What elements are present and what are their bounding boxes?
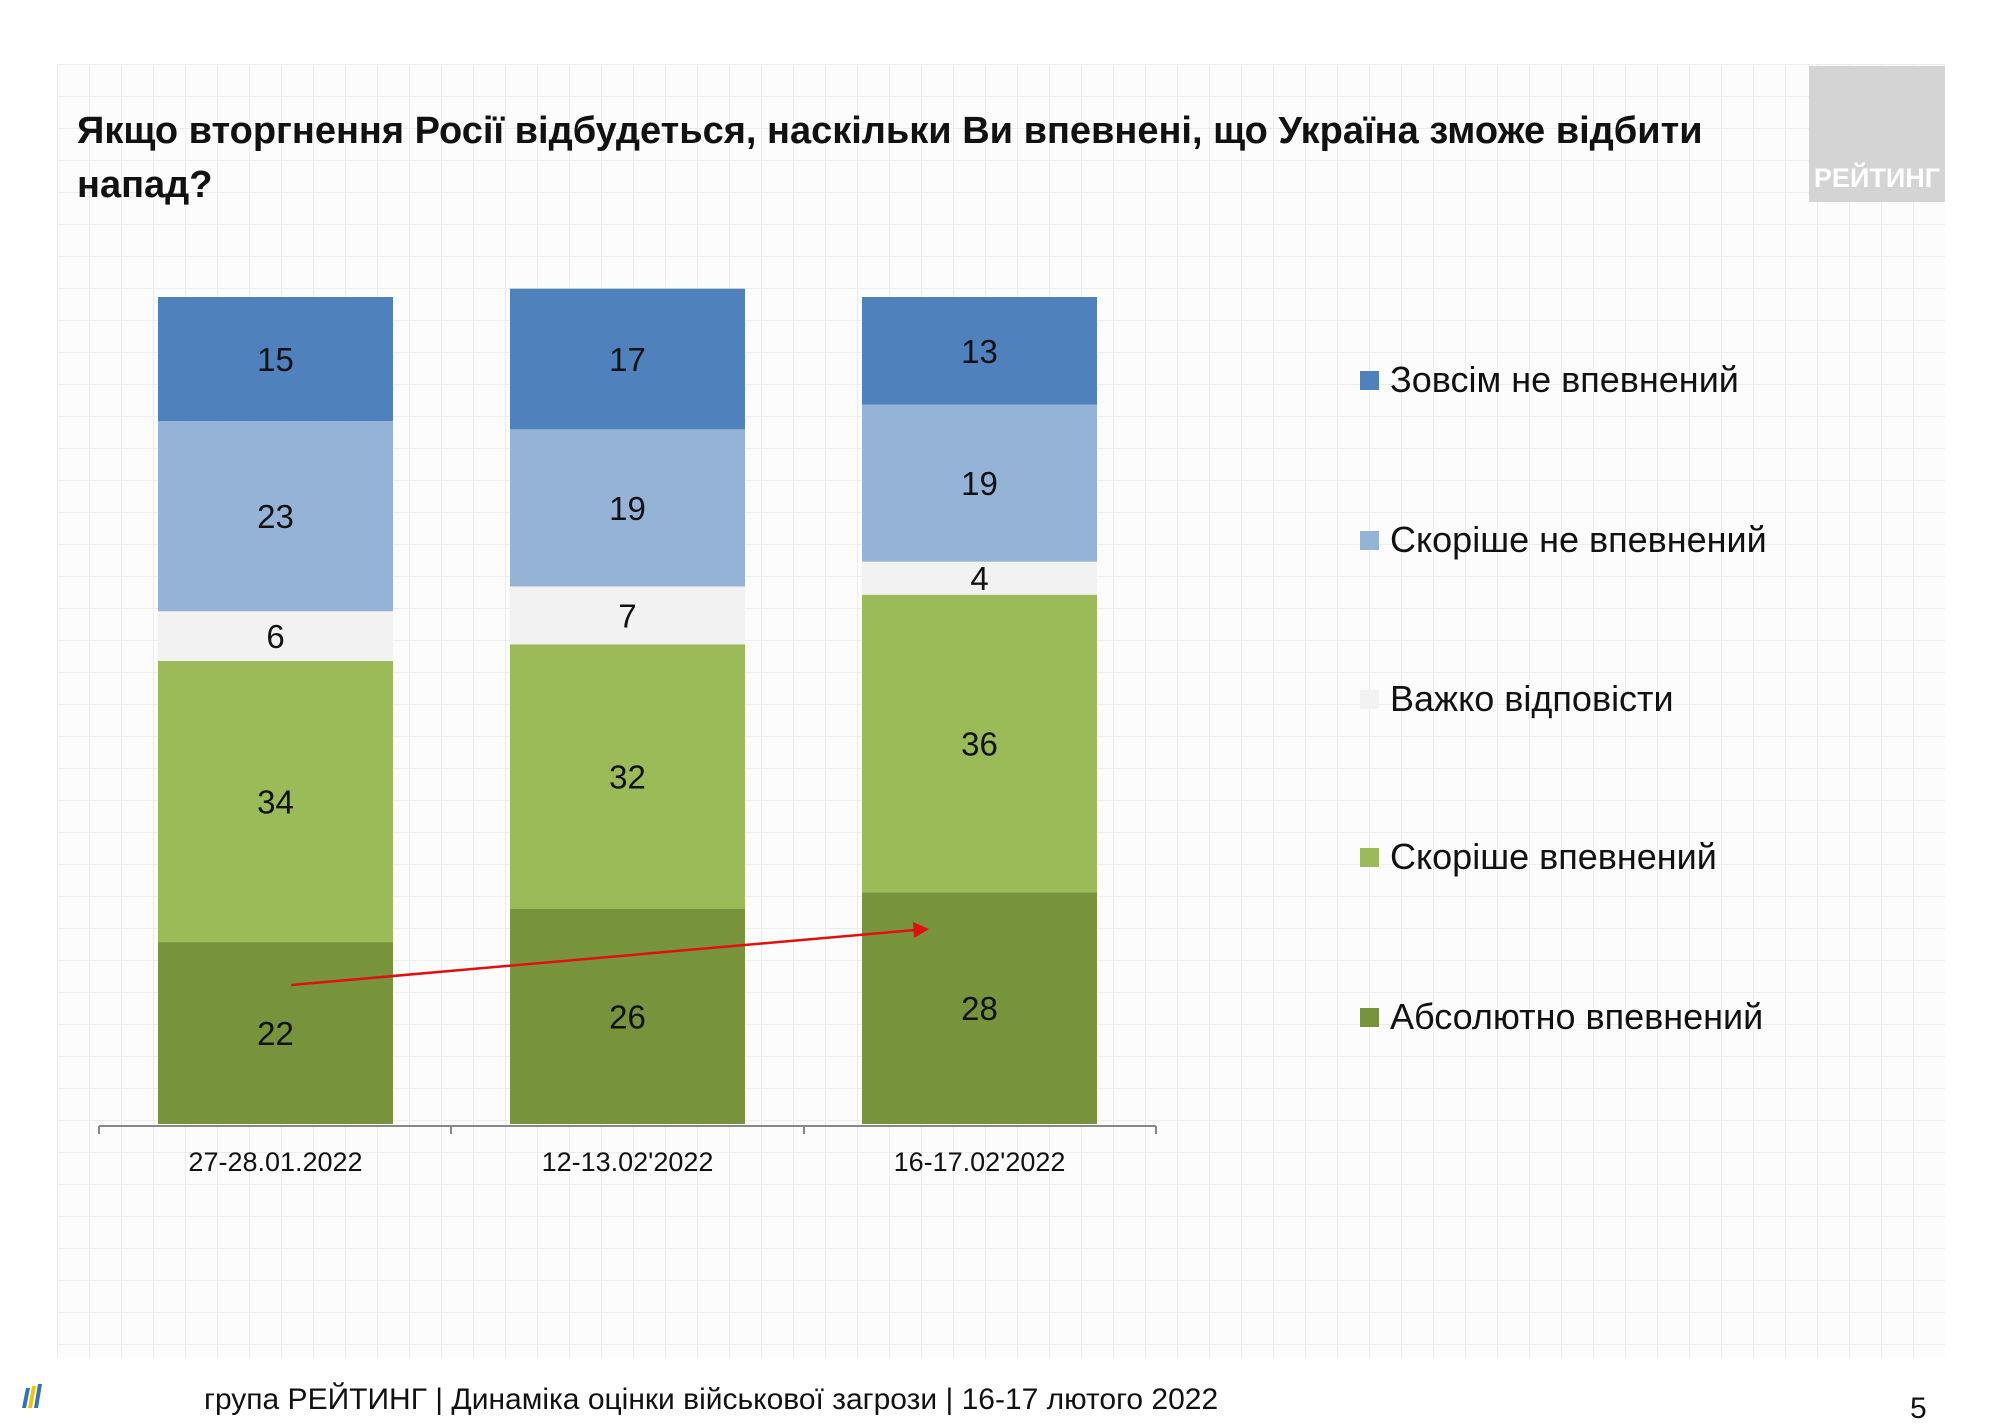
legend-label: Скоріше не впевнений xyxy=(1390,519,1767,560)
data-label: 15 xyxy=(257,341,294,378)
data-label: 6 xyxy=(266,618,284,655)
data-label: 28 xyxy=(961,990,998,1027)
legend-swatch xyxy=(1360,689,1379,709)
bar-segment xyxy=(158,942,393,1124)
legend-item: Важко відповісти xyxy=(1360,678,1674,720)
data-label: 13 xyxy=(961,333,998,370)
legend-item: Зовсім не впевнений xyxy=(1360,359,1739,401)
legend-swatch xyxy=(1360,1007,1379,1027)
bar-segment xyxy=(158,660,393,943)
bar-segment xyxy=(510,288,745,430)
legend-item: Скоріше впевнений xyxy=(1360,836,1717,878)
chart-title: Якщо вторгнення Росії відбудеться, наскі… xyxy=(77,110,1703,206)
legend-item: Абсолютно впевнений xyxy=(1360,996,1763,1038)
legend-swatch xyxy=(1360,847,1379,867)
bar-segment xyxy=(510,908,745,1124)
rating-logo: РЕЙТИНГ xyxy=(1809,66,1945,202)
company-logo-icon xyxy=(22,1384,42,1408)
bar-segment xyxy=(158,611,393,661)
legend-label: Зовсім не впевнений xyxy=(1390,359,1739,400)
bar-segment xyxy=(158,297,393,422)
data-label: 34 xyxy=(257,783,294,820)
trend-arrow-head xyxy=(913,922,929,938)
data-label: 36 xyxy=(961,726,998,763)
data-label: 26 xyxy=(609,998,646,1035)
x-tick-label: 16-17.02'2022 xyxy=(894,1147,1066,1177)
data-label: 22 xyxy=(257,1015,294,1052)
footer-text: група РЕЙТИНГ | Динаміка оцінки військов… xyxy=(204,1383,1219,1416)
legend-item: Скоріше не впевнений xyxy=(1360,519,1767,561)
legend-swatch xyxy=(1360,530,1379,550)
data-label: 7 xyxy=(618,597,636,634)
bar-segment xyxy=(862,404,1097,562)
data-label: 19 xyxy=(609,490,646,527)
data-label: 19 xyxy=(961,465,998,502)
data-label: 32 xyxy=(609,759,646,796)
legend-label: Абсолютно впевнений xyxy=(1390,996,1764,1037)
trend-arrow xyxy=(290,928,916,987)
page-number: 5 xyxy=(1910,1392,1927,1425)
bar-segment xyxy=(862,594,1097,893)
data-label: 4 xyxy=(970,560,988,597)
x-tick-label: 27-28.01.2022 xyxy=(188,1147,362,1177)
bar-segment xyxy=(510,586,745,645)
logo-text: РЕЙТИНГ xyxy=(1813,163,1941,193)
bar-segment xyxy=(862,561,1097,595)
data-label: 17 xyxy=(609,341,646,378)
bar-segment xyxy=(158,421,393,612)
legend-swatch xyxy=(1360,370,1379,390)
legend-label: Важко відповісти xyxy=(1390,678,1674,719)
data-label: 23 xyxy=(257,498,294,535)
x-tick-label: 12-13.02'2022 xyxy=(542,1147,714,1177)
bar-segment xyxy=(510,644,745,909)
legend-label: Скоріше впевнений xyxy=(1390,836,1717,877)
bar-segment xyxy=(510,429,745,587)
bar-segment xyxy=(862,297,1097,405)
